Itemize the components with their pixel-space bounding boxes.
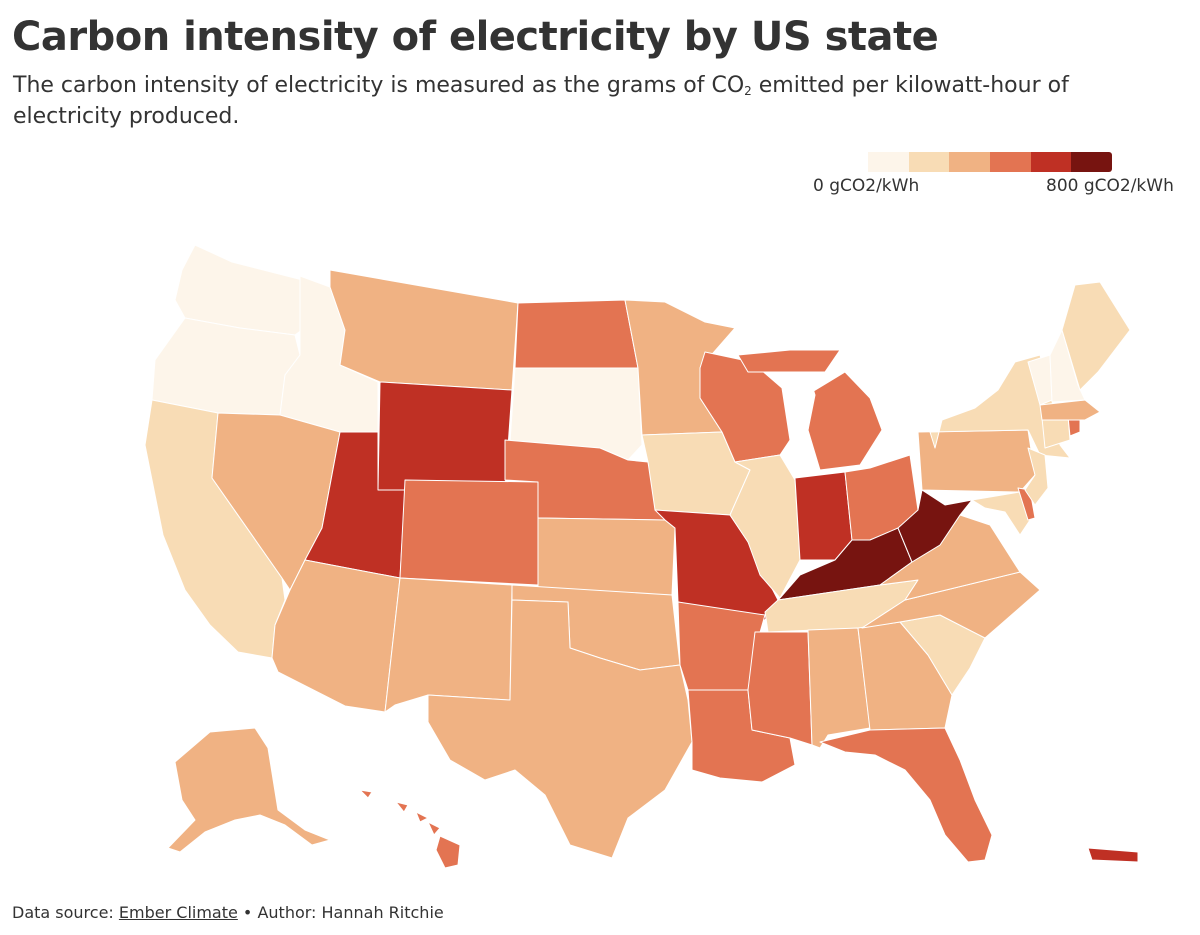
state-new-hampshire[interactable] [1049, 329, 1086, 403]
lake-michigan [789, 371, 816, 466]
state-indiana[interactable] [794, 471, 853, 561]
state-new-jersey[interactable] [1024, 447, 1049, 506]
state-colorado[interactable] [399, 479, 539, 586]
legend-max-label: 800 gCO2/kWh [1046, 176, 1174, 196]
source-link[interactable]: Ember Climate [118, 903, 238, 922]
legend-swatch [868, 152, 909, 172]
state-kansas[interactable] [537, 517, 676, 596]
color-legend: 0 gCO2/kWh 800 gCO2/kWh [813, 152, 1174, 196]
legend-swatch [908, 152, 950, 172]
state-hawaii[interactable] [359, 789, 461, 869]
state-florida[interactable] [819, 727, 993, 863]
state-maine[interactable] [1061, 281, 1131, 391]
state-puerto-rico[interactable] [1087, 847, 1139, 863]
state-new-mexico[interactable] [384, 577, 513, 713]
legend-min-label: 0 gCO2/kWh [813, 176, 920, 196]
state-connecticut[interactable] [1041, 415, 1071, 449]
state-mississippi[interactable] [747, 631, 813, 746]
chart-subtitle: The carbon intensity of electricity is m… [13, 73, 1069, 129]
chart-title: Carbon intensity of electricity by US st… [12, 14, 939, 60]
legend-swatch [949, 152, 991, 172]
legend-swatch [1071, 152, 1113, 172]
state-oregon[interactable] [151, 317, 301, 416]
legend-swatch [1030, 152, 1072, 172]
state-alaska[interactable] [167, 727, 331, 853]
state-texas[interactable] [427, 599, 693, 859]
state-illinois[interactable] [729, 454, 801, 599]
legend-color-scale [868, 152, 1113, 172]
chart-footer: Data source: Ember Climate • Author: Han… [12, 903, 444, 922]
state-north-dakota[interactable] [514, 299, 639, 369]
state-montana[interactable] [329, 269, 519, 391]
state-wyoming[interactable] [377, 381, 513, 491]
legend-swatch [990, 152, 1031, 172]
state-michigan[interactable] [737, 349, 883, 471]
